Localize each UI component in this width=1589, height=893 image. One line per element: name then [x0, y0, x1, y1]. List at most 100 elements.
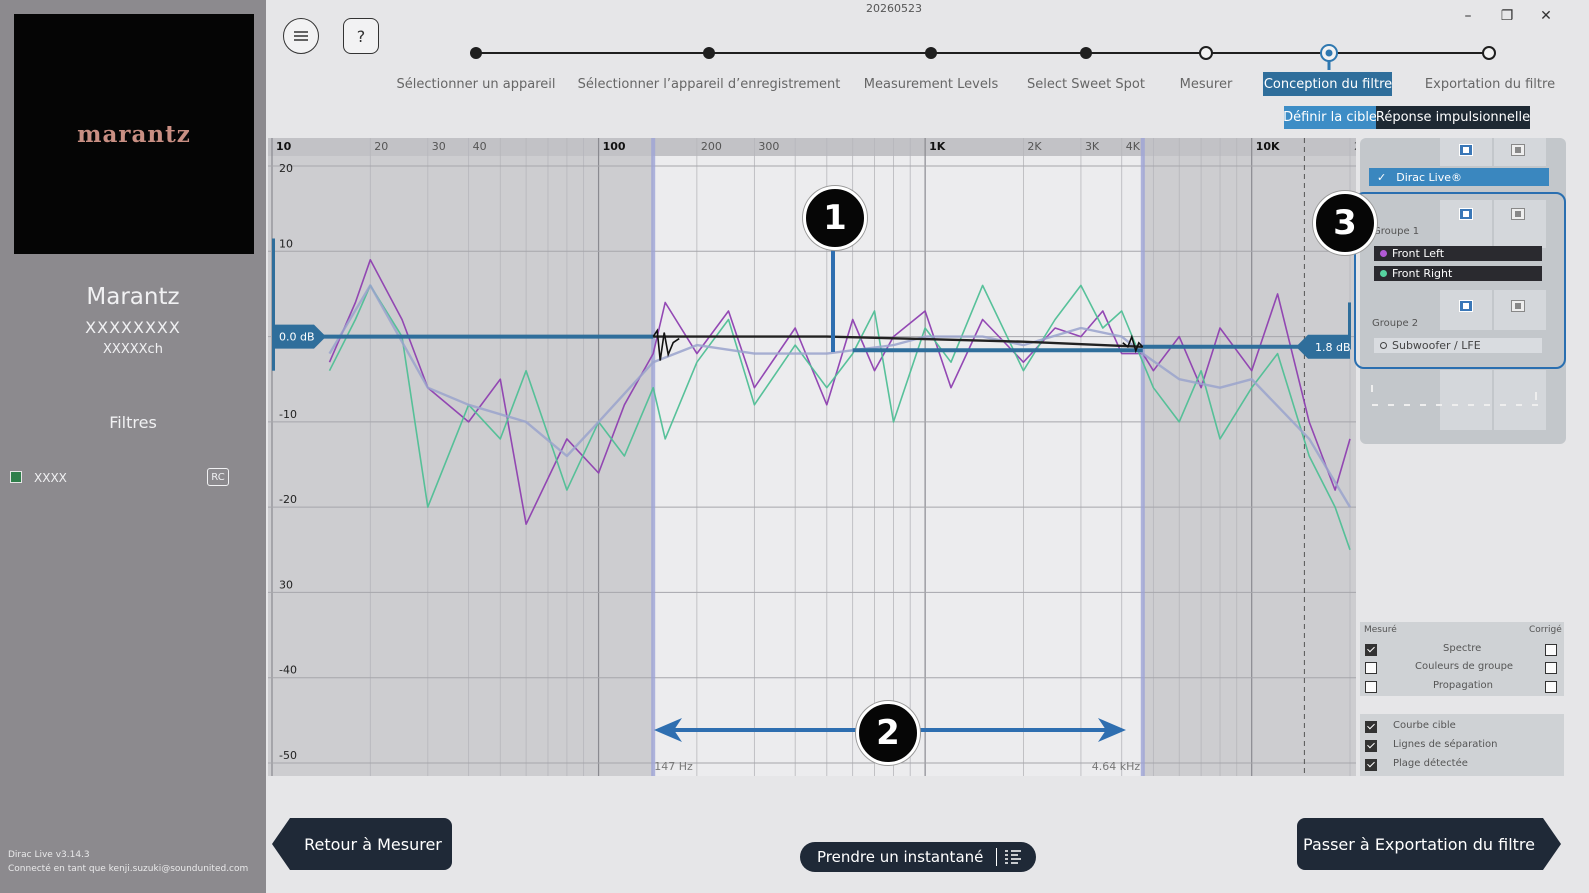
group-colors-measured-checkbox[interactable]	[1365, 662, 1377, 674]
minimize-button[interactable]: –	[1464, 8, 1472, 24]
rc-badge[interactable]: RC	[207, 468, 229, 486]
y-tick-label: -20	[279, 493, 297, 506]
back-to-measure-button[interactable]: Retour à Mesurer	[272, 818, 452, 870]
step-filter-design[interactable]: Conception du filtre	[1263, 77, 1393, 92]
step-filter-export[interactable]: Exportation du filtre	[1424, 77, 1556, 92]
menu-button[interactable]	[283, 18, 319, 54]
group-2-unlink-icon[interactable]	[1511, 300, 1525, 312]
step-select-device[interactable]: Sélectionner un appareil	[396, 77, 556, 92]
corrected-response-end	[1122, 334, 1144, 354]
group-selection-outline	[1354, 192, 1566, 369]
channel-front-left[interactable]: Front Left	[1374, 246, 1542, 261]
series-line-3	[328, 284, 1352, 508]
group-2-link-icon[interactable]	[1459, 300, 1473, 312]
channel-panel	[1360, 138, 1566, 444]
filter-item[interactable]: XXXX RC	[10, 468, 232, 488]
spectrum-label: Spectre	[1443, 643, 1482, 654]
group-link-icon[interactable]	[1459, 144, 1473, 156]
snapshot-label: Prendre un instantané	[817, 848, 984, 866]
x-tick-label: 40	[473, 140, 487, 153]
tab-target-curve[interactable]: Définir la cible	[1283, 106, 1377, 129]
target-curve-label: Courbe cible	[1393, 720, 1456, 731]
step-2-dot[interactable]	[703, 47, 715, 59]
go-to-export-button[interactable]: Passer à Exportation du filtre	[1297, 818, 1561, 870]
app-version: Dirac Live v3.14.3	[8, 850, 90, 860]
help-button[interactable]: ?	[343, 18, 379, 54]
x-tick-label: 4K	[1126, 140, 1141, 153]
right-gain-handle-label: 1.8 dB	[1315, 341, 1351, 354]
display-options	[1360, 622, 1564, 696]
snapshot-button[interactable]: Prendre un instantané	[800, 842, 1036, 872]
step-measure[interactable]: Mesurer	[1179, 77, 1233, 92]
propagation-label: Propagation	[1433, 680, 1493, 691]
group-colors-corrected-checkbox[interactable]	[1545, 662, 1557, 674]
filter-checkbox[interactable]	[10, 471, 22, 483]
device-name: Marantz	[86, 284, 180, 310]
detected-range-area	[653, 138, 1143, 776]
left-gain-handle	[275, 324, 326, 349]
step-measurement-levels[interactable]: Measurement Levels	[863, 77, 999, 92]
dirac-live-row[interactable]: ✓ Dirac Live®	[1369, 168, 1549, 186]
x-tick-label: 200	[701, 140, 722, 153]
step-5-dot[interactable]	[1199, 46, 1213, 60]
spectrum-measured-checkbox[interactable]	[1365, 644, 1377, 656]
device-model: XXXXXXXX	[85, 318, 181, 337]
logged-in-user: Connecté en tant que kenji.suzuki@soundu…	[8, 864, 249, 874]
step-1-dot[interactable]	[470, 47, 482, 59]
step-sweet-spot[interactable]: Select Sweet Spot	[1027, 77, 1145, 92]
x-tick-label: 100	[603, 140, 626, 153]
date-label: 20260523	[866, 2, 922, 15]
y-tick-label: -40	[279, 664, 297, 677]
step-4-dot[interactable]	[1080, 47, 1092, 59]
group-1-link-icon[interactable]	[1459, 208, 1473, 220]
separation-line	[1140, 138, 1145, 776]
x-tick-label: 1K	[929, 140, 946, 153]
overlay-options	[1360, 714, 1564, 776]
callout-3: 3	[1313, 191, 1377, 255]
x-tick-label: 3K	[1085, 140, 1100, 153]
close-button[interactable]: ✕	[1540, 8, 1552, 24]
channel-color-dot	[1380, 270, 1387, 277]
step-7-dot[interactable]	[1482, 46, 1496, 60]
detected-range-label: Plage détectée	[1393, 758, 1468, 769]
y-tick-label: -50	[279, 749, 297, 762]
active-step-highlight	[1263, 72, 1392, 96]
frequency-response-chart[interactable]: 0.0 dB 1.8 dB 10 20 30 40 100 200 300 1K 2K 3K 4K 10K…	[268, 138, 1356, 776]
tab-impulse-response[interactable]: Réponse impulsionnelle	[1376, 106, 1530, 129]
snapshot-list-icon[interactable]	[1004, 849, 1022, 865]
step-select-recording-device[interactable]: Sélectionner l’appareil d’enregistrement	[577, 77, 841, 92]
empty-slot-placeholder	[1371, 385, 1538, 406]
y-tick-label: -10	[279, 408, 297, 421]
propagation-corrected-checkbox[interactable]	[1545, 681, 1557, 693]
channel-subwoofer[interactable]: Subwoofer / LFE	[1374, 338, 1542, 353]
callout-1: 1	[803, 186, 867, 250]
x-tick-label: 2	[1354, 140, 1356, 153]
group-2-label: Groupe 2	[1372, 318, 1419, 329]
brand-logo: marantz	[14, 14, 254, 254]
x-tick-label: 10	[276, 140, 292, 153]
filter-name: XXXX	[34, 471, 67, 485]
channel-color-dot	[1380, 342, 1387, 349]
restore-button[interactable]: ❐	[1500, 8, 1514, 24]
x-tick-label: 20	[374, 140, 388, 153]
check-icon: ✓	[1377, 170, 1387, 184]
x-tick-label: 2K	[1027, 140, 1042, 153]
left-gain-handle-label: 0.0 dB	[279, 331, 315, 344]
group-unlink-icon[interactable]	[1511, 144, 1525, 156]
left-handle-bar	[272, 238, 275, 371]
detected-range-checkbox[interactable]	[1365, 759, 1377, 771]
step-3-dot[interactable]	[925, 47, 937, 59]
range-low-label: 147 Hz	[654, 760, 693, 773]
separation-lines-checkbox[interactable]	[1365, 740, 1377, 752]
step-progress	[470, 44, 1496, 70]
spectrum-corrected-checkbox[interactable]	[1545, 644, 1557, 656]
corrected-response-start	[652, 328, 680, 361]
y-tick-label: 10	[279, 237, 293, 250]
channel-front-right[interactable]: Front Right	[1374, 266, 1542, 281]
callout-1-leader	[831, 236, 835, 352]
right-handle-bar	[1348, 302, 1351, 350]
y-tick-label: 30	[279, 578, 293, 591]
group-1-unlink-icon[interactable]	[1511, 208, 1525, 220]
target-curve-checkbox[interactable]	[1365, 721, 1377, 733]
propagation-measured-checkbox[interactable]	[1365, 681, 1377, 693]
